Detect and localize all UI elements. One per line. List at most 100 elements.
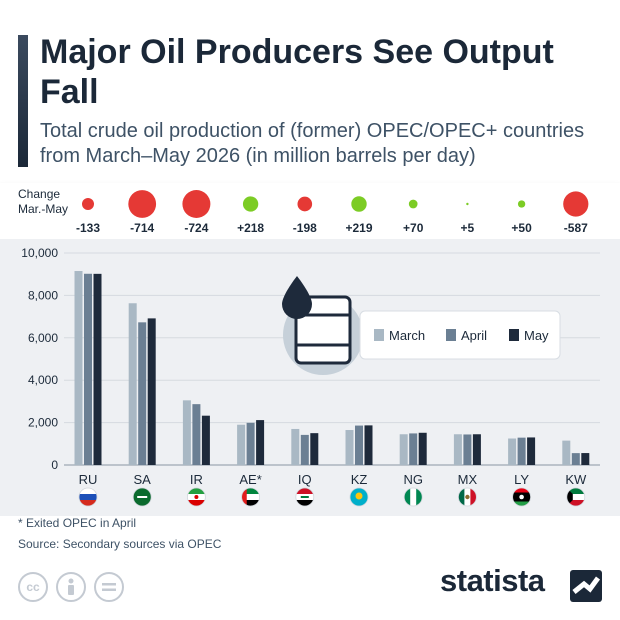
mexico-flag-icon <box>457 487 477 507</box>
bar-ru-march <box>74 271 83 465</box>
legend-swatch-may <box>509 329 519 341</box>
y-tick-label: 8,000 <box>28 288 58 302</box>
change-band: Change Mar.-May <box>0 183 620 239</box>
bar-mx-april <box>463 434 472 465</box>
x-axis-labels: RU SA IR AE* IQ KZ NG MX LY KW <box>79 472 587 487</box>
y-tick-label: 6,000 <box>28 331 58 345</box>
change-value: +219 <box>345 221 372 235</box>
y-axis-ticks: 0 2,000 4,000 6,000 8,000 10,000 <box>21 246 58 472</box>
y-tick-label: 2,000 <box>28 416 58 430</box>
iran-flag-icon <box>186 487 206 507</box>
page-title: Major Oil Producers See Output Fall <box>40 33 554 111</box>
change-value: -198 <box>293 221 317 235</box>
change-bubble <box>466 202 469 206</box>
change-value: +70 <box>403 221 424 235</box>
iraq-flag-icon <box>295 487 315 507</box>
x-tick-label: NG <box>403 472 423 487</box>
kuwait-flag-icon <box>566 487 586 507</box>
bar-iq-april <box>300 434 309 465</box>
bar-mx-march <box>453 434 462 465</box>
cc-icon[interactable]: cc <box>18 572 48 602</box>
bar-kz-april <box>355 425 363 465</box>
x-tick-label: LY <box>514 472 529 487</box>
legend: March April May <box>359 310 561 360</box>
change-value: +218 <box>237 221 264 235</box>
bar-kz-may <box>364 425 373 465</box>
change-bubble <box>297 196 313 212</box>
kazakhstan-flag-icon <box>349 487 369 507</box>
libya-flag-icon <box>512 487 531 507</box>
bar-sa-may <box>147 318 156 465</box>
russia-flag-icon <box>78 487 98 507</box>
nigeria-flag-icon <box>403 487 423 507</box>
bar-iq-may <box>310 433 319 465</box>
bar-ru-may <box>93 273 102 465</box>
x-tick-label: IR <box>190 472 203 487</box>
legend-swatch-april <box>446 329 456 341</box>
page-subtitle: Total crude oil production of (former) O… <box>40 120 585 167</box>
y-tick-label: 0 <box>51 458 58 472</box>
bar-ly-march <box>508 438 517 465</box>
bar-ir-march <box>182 400 191 465</box>
bar-ae-march <box>237 424 246 465</box>
change-bubble <box>128 190 157 218</box>
change-bubble <box>242 196 259 212</box>
legend-label-april: April <box>461 328 487 343</box>
flags <box>78 487 586 507</box>
bar-ir-may <box>201 415 210 465</box>
footnote: * Exited OPEC in April <box>18 516 137 530</box>
change-bubble <box>408 199 418 209</box>
x-tick-label: KZ <box>351 472 368 487</box>
source-note: Source: Secondary sources via OPEC <box>18 537 222 551</box>
bar-ly-april <box>517 437 526 465</box>
bar-kz-march <box>345 430 354 465</box>
legend-label-may: May <box>524 328 549 343</box>
bar-ru-april <box>84 273 92 465</box>
statista-brand[interactable]: statista <box>440 563 545 598</box>
bar-sa-april <box>138 322 147 465</box>
chart-background <box>0 239 620 516</box>
legend-label-march: March <box>389 328 425 343</box>
bar-ly-may <box>527 437 536 465</box>
bar-ae-april <box>246 422 255 465</box>
x-tick-label: KW <box>565 472 587 487</box>
oil-barrel-icon <box>283 295 363 375</box>
change-value: -587 <box>564 221 588 235</box>
equal-icon[interactable] <box>94 572 124 602</box>
saudi-arabia-flag-icon <box>132 487 152 507</box>
change-bubble <box>82 198 94 210</box>
change-value: -714 <box>130 221 154 235</box>
change-bubble <box>351 196 367 212</box>
bar-ae-may <box>256 420 265 465</box>
change-value: -133 <box>76 221 100 235</box>
title-accent-bar <box>18 35 28 167</box>
x-tick-label: SA <box>134 472 152 487</box>
bar-kw-may <box>581 453 590 465</box>
statista-logo-icon[interactable] <box>570 570 602 602</box>
bar-ir-april <box>192 404 201 465</box>
bar-iq-march <box>291 428 300 465</box>
change-label: Change Mar.-May <box>18 187 69 216</box>
change-value: -724 <box>184 221 208 235</box>
x-tick-label: MX <box>458 472 478 487</box>
bar-mx-may <box>472 434 481 465</box>
bar-sa-march <box>128 303 137 465</box>
y-tick-label: 10,000 <box>21 246 58 260</box>
bar-kw-april <box>571 453 580 465</box>
change-bubble <box>182 190 211 218</box>
bar-ng-april <box>409 433 418 465</box>
change-bubbles: -133 -714 -724 +218 -198 +219 +70 +5 +50 -587 <box>76 190 589 235</box>
x-tick-label: RU <box>79 472 98 487</box>
bar-ng-may <box>418 432 427 465</box>
y-tick-label: 4,000 <box>28 373 58 387</box>
bar-kw-march <box>562 440 571 465</box>
change-bubble <box>563 191 589 217</box>
oil-drop-icon <box>282 276 312 319</box>
change-value: +50 <box>511 221 532 235</box>
change-bubble <box>517 200 526 208</box>
bar-ng-march <box>399 434 408 465</box>
x-tick-label: AE* <box>239 472 261 487</box>
person-icon[interactable] <box>56 572 86 602</box>
uae-flag-icon <box>241 487 261 507</box>
